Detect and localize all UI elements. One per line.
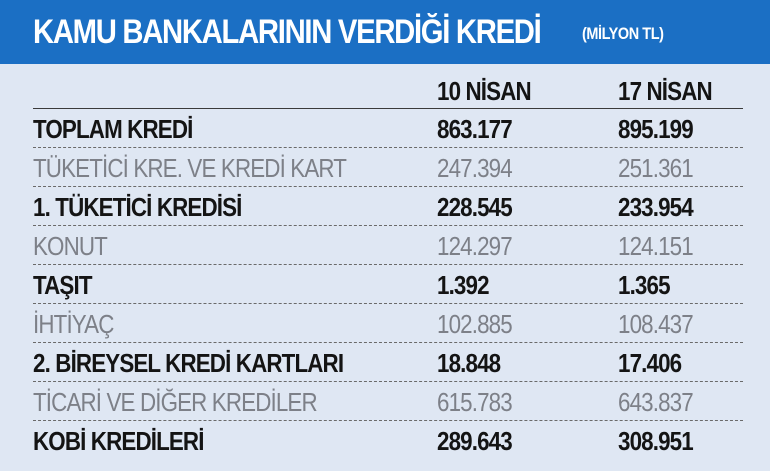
value-10-nisan: 124.297 (437, 231, 513, 261)
table-row: TİCARİ VE DİĞER KREDİLER 615.783 643.837 (33, 382, 743, 421)
value-10-nisan: 863.177 (437, 114, 513, 144)
value-10-nisan: 18.848 (437, 348, 501, 378)
value-10-nisan: 1.392 (437, 270, 490, 300)
value-17-nisan: 643.837 (618, 387, 694, 417)
row-label: TOPLAM KREDİ (33, 114, 193, 144)
chart-subtitle: (MİLYON TL) (582, 24, 664, 43)
row-label: KOBİ KREDİLERİ (33, 426, 204, 456)
chart-title: KAMU BANKALARININ VERDİĞİ KREDİ (33, 12, 542, 51)
credit-table: 10 NİSAN 17 NİSAN TOPLAM KREDİ 863.177 895… (33, 74, 743, 460)
value-17-nisan: 1.365 (618, 270, 671, 300)
value-17-nisan: 251.361 (618, 153, 694, 183)
value-17-nisan: 108.437 (618, 309, 694, 339)
value-17-nisan: 124.151 (618, 231, 694, 261)
row-label: KONUT (33, 231, 108, 261)
row-label: 2. BİREYSEL KREDİ KARTLARI (33, 348, 344, 378)
column-header-17-nisan: 17 NİSAN (618, 76, 713, 106)
row-label: TİCARİ VE DİĞER KREDİLER (33, 387, 318, 417)
row-label: TAŞIT (33, 270, 93, 300)
column-header-10-nisan: 10 NİSAN (437, 76, 532, 106)
value-17-nisan: 308.951 (618, 426, 694, 456)
table-row: TOPLAM KREDİ 863.177 895.199 (33, 109, 743, 148)
table-row: KONUT 124.297 124.151 (33, 226, 743, 265)
value-17-nisan: 17.406 (618, 348, 682, 378)
value-10-nisan: 615.783 (437, 387, 513, 417)
value-17-nisan: 895.199 (618, 114, 694, 144)
table-row: 2. BİREYSEL KREDİ KARTLARI 18.848 17.406 (33, 343, 743, 382)
title-bar: KAMU BANKALARININ VERDİĞİ KREDİ (MİLYON … (0, 0, 770, 64)
table-row: TAŞIT 1.392 1.365 (33, 265, 743, 304)
row-label: İHTİYAÇ (33, 309, 114, 339)
value-10-nisan: 102.885 (437, 309, 513, 339)
table-row: 1. TÜKETİCİ KREDİSİ 228.545 233.954 (33, 187, 743, 226)
table-row: KOBİ KREDİLERİ 289.643 308.951 (33, 421, 743, 460)
table-body: TOPLAM KREDİ 863.177 895.199 TÜKETİCİ KRE. … (33, 109, 743, 460)
value-10-nisan: 289.643 (437, 426, 513, 456)
row-label: TÜKETİCİ KRE. VE KREDİ KART (33, 153, 347, 183)
value-10-nisan: 247.394 (437, 153, 513, 183)
table-row: TÜKETİCİ KRE. VE KREDİ KART 247.394 251.36… (33, 148, 743, 187)
value-17-nisan: 233.954 (618, 192, 694, 222)
table-row: İHTİYAÇ 102.885 108.437 (33, 304, 743, 343)
column-header-row: 10 NİSAN 17 NİSAN (33, 74, 743, 109)
value-10-nisan: 228.545 (437, 192, 513, 222)
row-label: 1. TÜKETİCİ KREDİSİ (33, 192, 242, 222)
